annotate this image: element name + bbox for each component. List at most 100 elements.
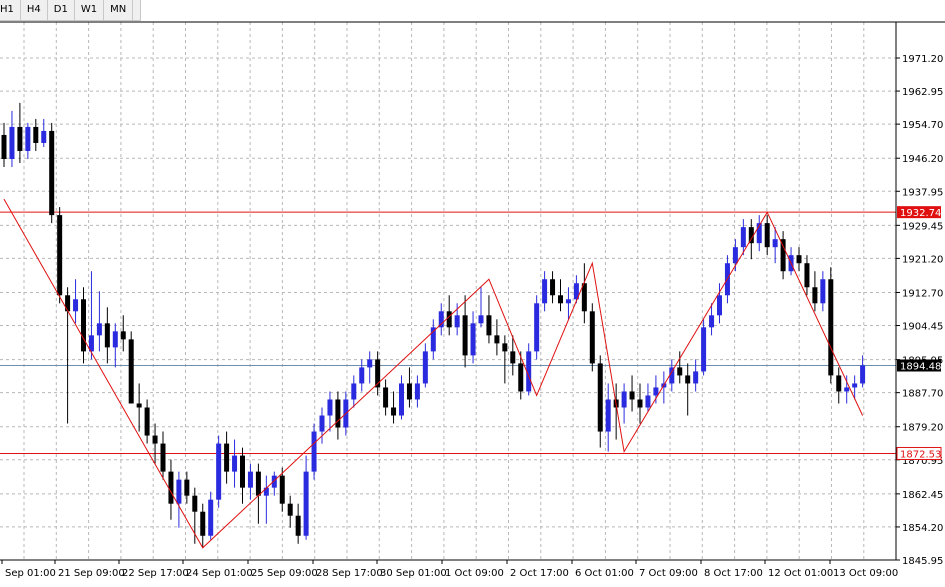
candle-body <box>414 383 420 400</box>
candle-body <box>287 503 293 516</box>
timeframe-w1-button[interactable]: W1 <box>75 0 105 20</box>
candle-body <box>621 391 627 408</box>
candle-body <box>677 367 683 376</box>
candle-body <box>271 475 277 488</box>
candle-body <box>375 359 381 388</box>
timeframe-h4-button[interactable]: H4 <box>21 0 48 20</box>
y-tick-label: 1904.45 <box>902 322 943 333</box>
candle-body <box>1 134 7 160</box>
candle-body <box>597 363 603 432</box>
candle-body <box>454 315 460 328</box>
candle-body <box>9 126 15 160</box>
candle-body <box>192 495 198 512</box>
price-line-label-box <box>897 359 941 372</box>
candle-body <box>216 443 222 500</box>
candle-body <box>311 431 317 472</box>
candle-body <box>796 255 802 264</box>
candle-body <box>255 471 261 496</box>
x-tick-label: 22 Sep 17:00 <box>122 568 189 579</box>
y-tick-label: 1971.20 <box>902 54 943 65</box>
candle-body <box>852 383 858 388</box>
candle-body <box>17 126 23 151</box>
chart-axes <box>0 21 945 564</box>
price-line-label: 1872.53 <box>900 449 941 460</box>
timeframe-mn-button[interactable]: MN <box>104 0 134 20</box>
x-tick-label: 2 Oct 17:00 <box>510 568 569 579</box>
candle-body <box>208 499 214 536</box>
y-tick-label: 1854.20 <box>902 523 943 534</box>
timeframe-h1-button[interactable]: H1 <box>0 0 21 20</box>
candle-body <box>406 383 412 400</box>
candle-body <box>860 365 866 384</box>
zigzag-indicator <box>3 198 864 549</box>
price-axis-labels: 1971.20 1962.95 1954.70 1946.20 1937.95 1929.… <box>902 54 943 567</box>
candle-body <box>573 283 579 300</box>
candle-body <box>351 383 357 400</box>
y-tick-label: 1879.20 <box>902 423 943 434</box>
candle-body <box>772 239 778 248</box>
candle-body <box>780 239 786 272</box>
candle-body <box>152 435 158 444</box>
candle-body <box>844 387 850 392</box>
candle-body <box>510 351 516 364</box>
candle-body <box>669 367 675 384</box>
candle-body <box>836 375 842 392</box>
candle-body <box>359 367 365 384</box>
candle-body <box>748 227 754 244</box>
candle-body <box>335 399 341 428</box>
y-tick-label: 1862.45 <box>902 490 943 501</box>
candle-body <box>446 311 452 328</box>
candle-body <box>589 311 595 364</box>
candle-body <box>709 315 715 328</box>
candle-body <box>367 359 373 368</box>
x-tick-label: 30 Sep 01:00 <box>380 568 447 579</box>
candle-body <box>33 126 39 143</box>
candle-body <box>25 126 31 151</box>
candle-body <box>804 263 810 288</box>
candle-body <box>303 471 309 536</box>
candle-body <box>430 327 436 352</box>
timeframe-toolbar: H1 H4 D1 W1 MN <box>0 0 141 21</box>
candle-body <box>558 295 563 304</box>
timeframe-d1-button[interactable]: D1 <box>48 0 75 20</box>
candle-body <box>502 343 508 352</box>
x-tick-label: 25 Sep 09:00 <box>251 568 318 579</box>
y-tick-label: 1921.20 <box>902 254 943 265</box>
candle-body <box>144 407 150 436</box>
candle-body <box>104 323 110 348</box>
candle-body <box>732 247 738 264</box>
x-tick-label: 21 Sep 09:00 <box>58 568 125 579</box>
y-tick-label: 1962.95 <box>902 87 943 98</box>
candle-body <box>295 515 301 536</box>
candle-body <box>240 455 245 488</box>
candle-body <box>422 351 428 384</box>
candle-body <box>565 299 571 304</box>
y-tick-label: 1929.45 <box>902 221 943 232</box>
price-line-label-box <box>896 446 942 460</box>
candle-body <box>494 335 500 344</box>
candle-body <box>605 399 611 432</box>
candle-body <box>486 315 492 336</box>
x-tick-label: 28 Sep 17:00 <box>316 568 383 579</box>
candle-body <box>693 371 699 384</box>
y-tick-label: 1946.20 <box>902 154 943 165</box>
candle-body <box>81 299 86 352</box>
candle-body <box>740 227 746 248</box>
candle-body <box>629 391 635 400</box>
candle-body <box>581 283 587 312</box>
candle-body <box>637 399 643 408</box>
candle-body <box>327 399 333 416</box>
y-tick-label: 1912.70 <box>902 288 943 299</box>
candle-body <box>542 279 548 304</box>
candle-body <box>168 471 174 504</box>
candle-body <box>57 215 63 296</box>
candle-body <box>232 455 238 472</box>
zigzag-line <box>3 198 864 549</box>
candle-body <box>399 383 404 416</box>
candle-body <box>820 279 826 304</box>
price-line-label-box <box>897 206 941 219</box>
chart-grid <box>0 22 896 561</box>
candle-body <box>756 223 762 244</box>
